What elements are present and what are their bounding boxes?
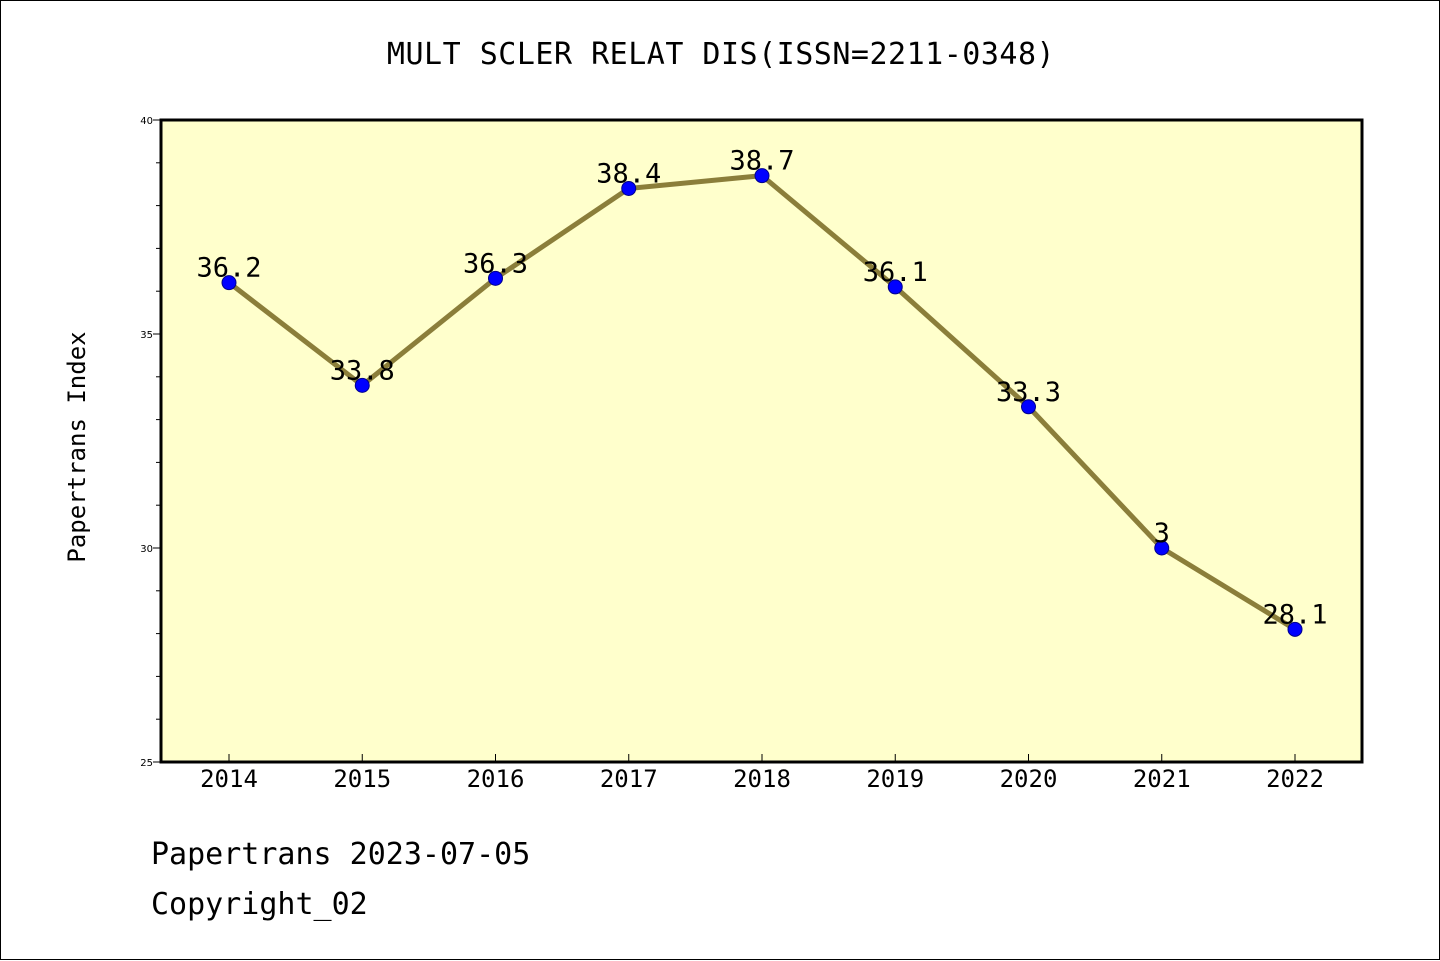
data-point xyxy=(488,270,503,286)
footer-copyright: Copyright_02 xyxy=(151,887,368,922)
x-tick-label: 2021 xyxy=(1133,765,1191,793)
x-tick-label: 2017 xyxy=(600,765,658,793)
data-label: 33.8 xyxy=(330,355,395,386)
data-label: 36.2 xyxy=(196,253,261,284)
data-point xyxy=(887,279,903,295)
data-point xyxy=(1021,399,1036,415)
data-label: 36.3 xyxy=(463,248,528,279)
x-tick-label: 2016 xyxy=(467,765,525,793)
data-point xyxy=(621,180,637,196)
x-tick-label: 2018 xyxy=(733,765,791,793)
x-tick-label: 2019 xyxy=(866,765,924,793)
data-point xyxy=(1287,621,1303,637)
data-label: 28.1 xyxy=(1262,599,1327,630)
plot-border xyxy=(159,118,1364,764)
x-tick-label: 2022 xyxy=(1266,765,1324,793)
data-point xyxy=(1154,540,1170,556)
x-tick-label: 2014 xyxy=(200,765,258,793)
data-label: 38.7 xyxy=(729,146,794,177)
x-tick-label: 2015 xyxy=(333,765,391,793)
x-tick-label: 2020 xyxy=(1000,765,1058,793)
y-tick-label: 40 xyxy=(140,116,153,127)
data-label: 3 xyxy=(1154,518,1170,549)
y-tick-label: 30 xyxy=(140,544,153,555)
y-tick-label: 35 xyxy=(140,330,153,341)
data-point xyxy=(221,275,237,291)
y-tick-label: 25 xyxy=(140,758,153,769)
data-label: 33.3 xyxy=(996,377,1061,408)
plot-area xyxy=(161,120,1362,762)
data-label: 36.1 xyxy=(863,257,928,288)
chart-title: MULT SCLER RELAT DIS(ISSN=2211-0348) xyxy=(386,37,1056,72)
data-point xyxy=(354,377,370,393)
footer-date: Papertrans 2023-07-05 xyxy=(151,837,531,872)
data-label: 38.4 xyxy=(596,158,661,189)
data-point xyxy=(754,168,770,184)
